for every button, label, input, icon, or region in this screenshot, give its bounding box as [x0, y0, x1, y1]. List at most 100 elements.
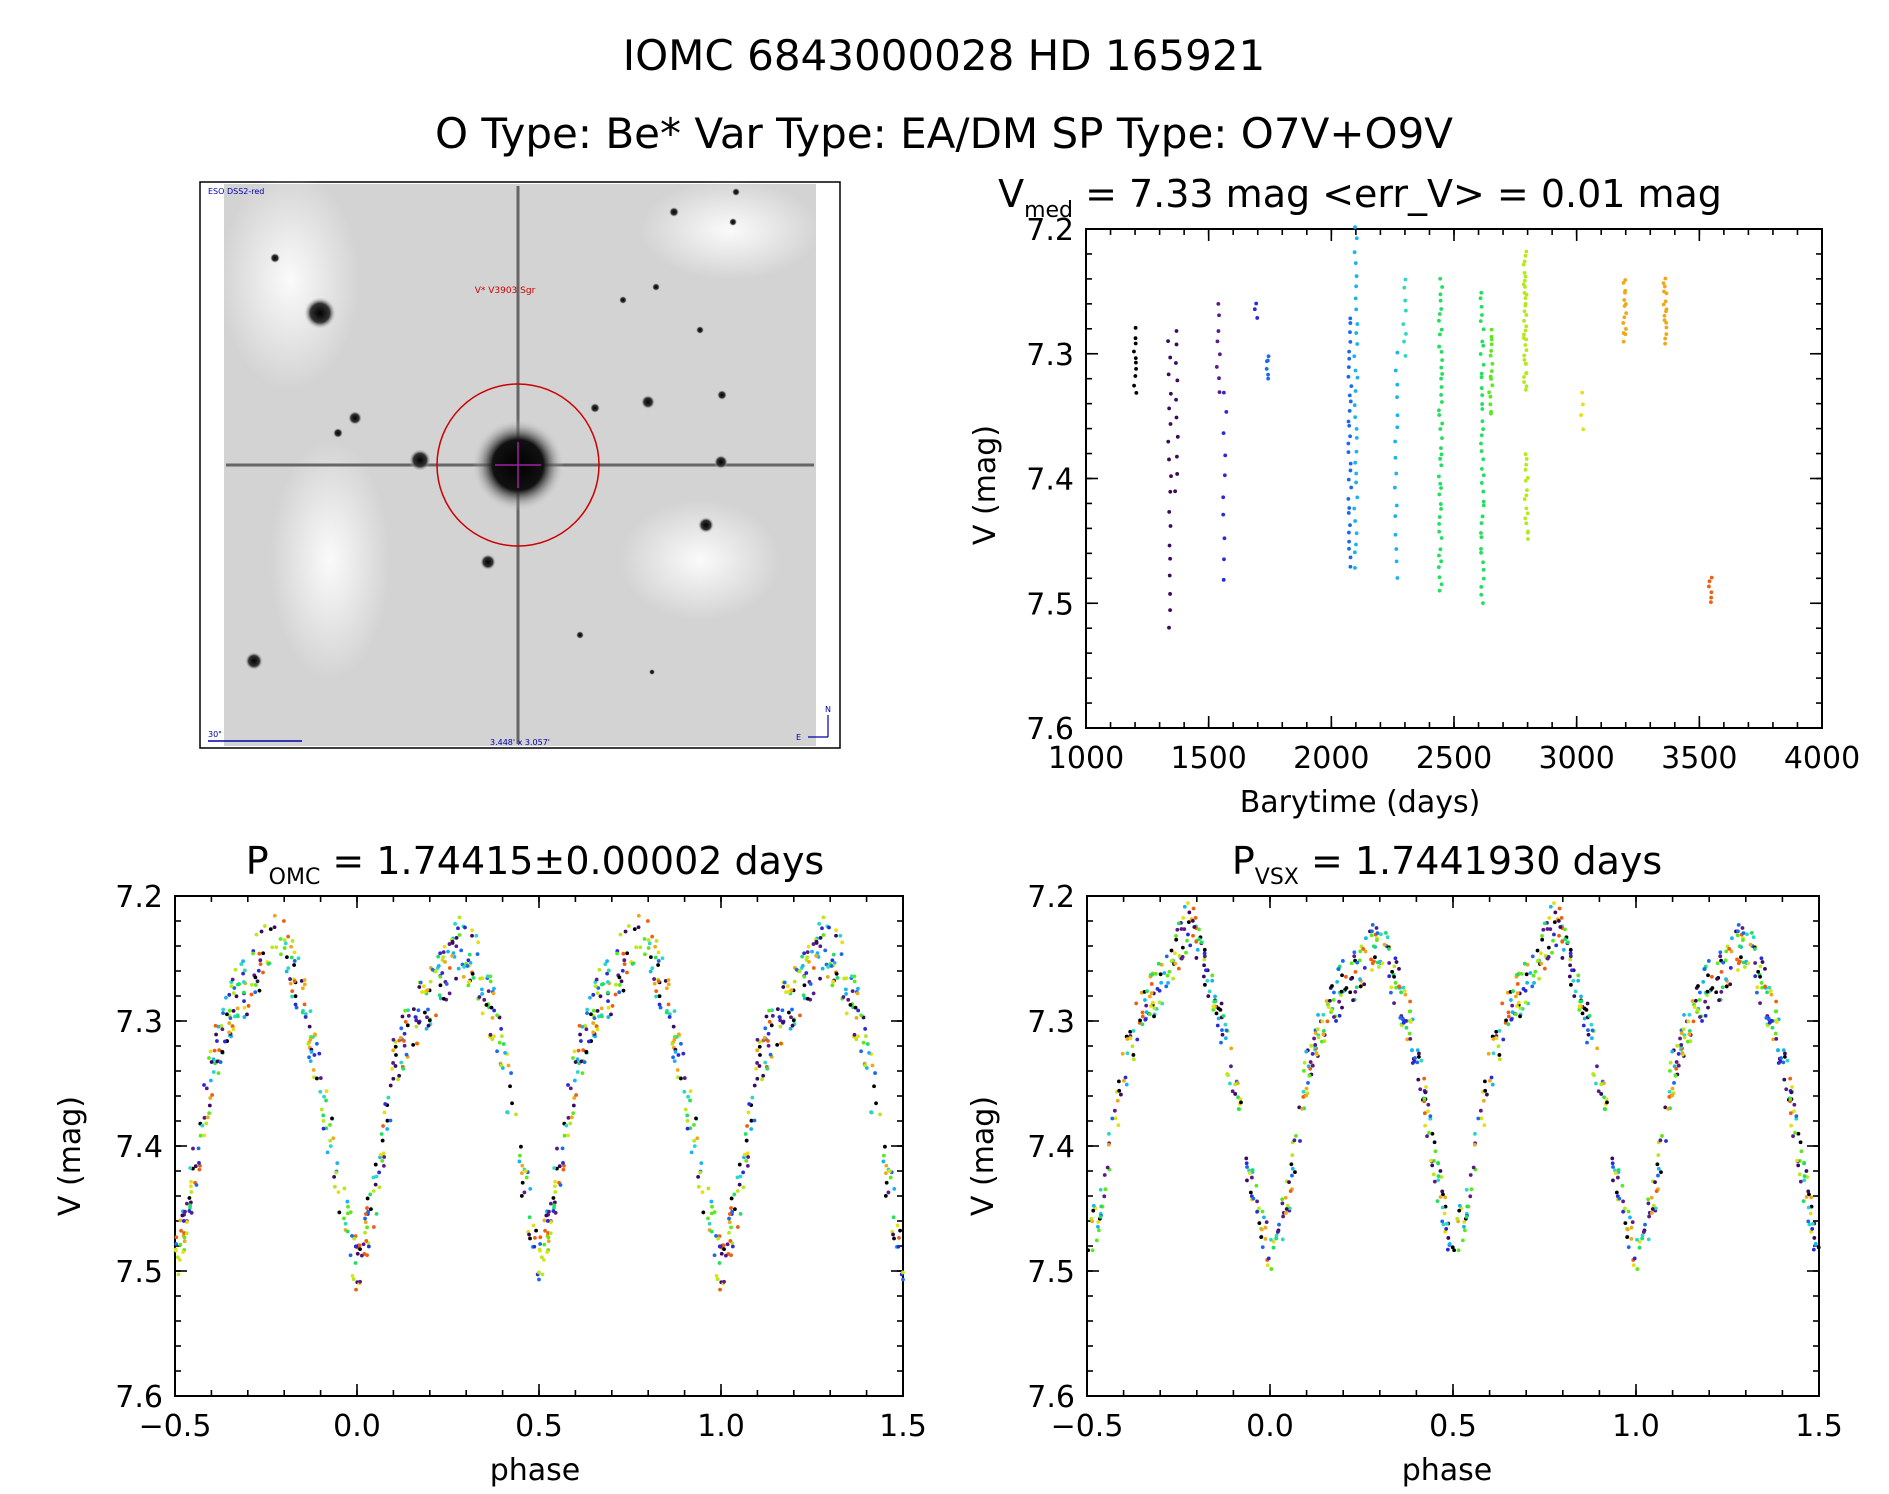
- data-point: [1403, 308, 1408, 313]
- data-point: [714, 1234, 718, 1238]
- data-point: [307, 1024, 312, 1029]
- data-point: [1395, 576, 1400, 580]
- data-point: [1524, 324, 1529, 329]
- data-point: [342, 1216, 346, 1221]
- data-point: [499, 1027, 504, 1031]
- data-point: [579, 1059, 584, 1064]
- data-point: [1496, 1044, 1501, 1049]
- header-title: IOMC 6843000028 HD 165921: [623, 31, 1266, 80]
- data-point: [1441, 1222, 1446, 1227]
- data-point: [470, 933, 474, 938]
- data-point: [1653, 1180, 1657, 1185]
- data-point: [1221, 431, 1226, 436]
- data-point: [594, 977, 599, 982]
- data-point: [1413, 1056, 1417, 1060]
- data-point: [790, 1007, 794, 1012]
- data-point: [272, 913, 277, 918]
- data-point: [1674, 1060, 1679, 1064]
- data-point: [317, 1051, 322, 1056]
- data-point: [1455, 1216, 1460, 1221]
- data-point: [1789, 1090, 1794, 1095]
- data-point: [1174, 415, 1179, 420]
- data-point: [501, 1042, 506, 1046]
- data-point: [345, 1199, 350, 1204]
- data-point: [763, 1026, 768, 1031]
- data-point: [656, 950, 661, 955]
- data-point: [1703, 1013, 1708, 1018]
- data-point: [1425, 1134, 1429, 1139]
- data-point: [497, 1015, 502, 1020]
- data-point: [1802, 1178, 1807, 1182]
- data-point: [1710, 986, 1715, 990]
- data-point: [1719, 969, 1724, 974]
- data-point: [1580, 390, 1585, 395]
- data-point: [1637, 1239, 1642, 1244]
- data-point: [1679, 1031, 1684, 1036]
- data-point: [208, 1078, 213, 1083]
- data-point: [227, 1030, 232, 1035]
- data-point: [1622, 304, 1627, 308]
- data-point: [519, 1144, 523, 1149]
- data-point: [1580, 402, 1585, 407]
- data-point: [617, 983, 622, 987]
- data-point: [447, 942, 452, 946]
- data-point: [1522, 309, 1527, 314]
- data-point: [1326, 1005, 1331, 1010]
- data-point: [855, 991, 860, 996]
- data-point: [1543, 953, 1548, 958]
- data-point: [1250, 1168, 1255, 1172]
- data-point: [729, 1225, 733, 1230]
- data-point: [1476, 1116, 1481, 1121]
- plot-axes: 1000 1500 2000 2500 3000 3500 40007.27.37.47.5…: [1026, 213, 1860, 776]
- data-point: [606, 999, 610, 1004]
- data-point: [294, 1005, 299, 1010]
- data-point: [1440, 285, 1445, 289]
- data-point: [478, 976, 483, 981]
- data-point: [863, 1034, 868, 1039]
- data-point: [800, 964, 805, 968]
- data-point: [791, 1018, 796, 1023]
- data-point: [1436, 565, 1441, 570]
- data-point: [1796, 1163, 1801, 1168]
- data-point: [1353, 389, 1358, 393]
- data-point: [348, 1210, 353, 1215]
- panel-title: Vmed = 7.33 mag <err_V> = 0.01 mag: [998, 172, 1722, 223]
- data-point: [188, 1166, 193, 1170]
- data-point: [1266, 354, 1271, 359]
- data-point: [834, 971, 839, 976]
- data-point: [1355, 960, 1360, 965]
- data-point: [1610, 1156, 1615, 1161]
- data-point: [598, 994, 603, 999]
- data-point: [382, 1155, 387, 1159]
- data-point: [1522, 271, 1527, 275]
- data-point: [261, 951, 266, 956]
- data-point: [838, 933, 843, 938]
- data-point: [537, 1277, 541, 1282]
- data-point: [1655, 1162, 1660, 1167]
- data-point: [781, 1020, 785, 1025]
- data-point: [1315, 1027, 1320, 1032]
- data-point: [594, 1024, 599, 1029]
- data-point: [443, 959, 447, 964]
- data-point: [253, 975, 258, 980]
- data-point: [218, 1060, 223, 1065]
- data-point: [488, 979, 493, 984]
- data-point: [1504, 1018, 1508, 1023]
- data-point: [208, 1049, 213, 1054]
- data-point: [582, 1060, 587, 1065]
- data-point: [279, 952, 283, 957]
- data-point: [221, 1007, 226, 1012]
- data-point: [289, 955, 294, 960]
- data-point: [666, 978, 671, 982]
- data-point: [500, 1066, 505, 1070]
- data-point: [576, 1048, 581, 1053]
- field-star: [619, 296, 627, 304]
- data-point: [1439, 446, 1443, 451]
- data-point: [1348, 339, 1353, 344]
- data-point: [388, 1083, 393, 1088]
- data-point: [1678, 1036, 1682, 1041]
- data-point: [1175, 434, 1180, 439]
- data-point: [859, 1049, 863, 1054]
- data-point: [891, 1215, 896, 1220]
- data-point: [729, 1253, 733, 1258]
